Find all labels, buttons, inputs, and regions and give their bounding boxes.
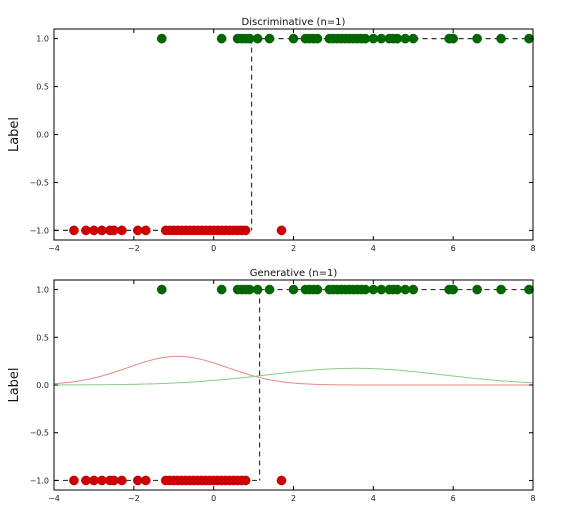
red-point-1 (69, 225, 79, 236)
y-tick-label: −1.0 (30, 226, 49, 235)
x-tick-label: 4 (371, 244, 376, 253)
x-tick-label: 8 (530, 244, 535, 253)
x-tick-label: −2 (128, 244, 140, 253)
density-curve-1 (53, 355, 533, 386)
red-point-7 (117, 225, 127, 236)
green-point-9 (288, 284, 299, 295)
x-tick-label: −2 (128, 494, 140, 503)
x-tick-label: 0 (211, 244, 216, 253)
density-curve-2 (54, 367, 534, 386)
chart-panel-2: Generative (n=1) Label −4 −2 0 2 4 6 8 1.0 0.5 0.0 −… (7, 268, 536, 503)
red-point-9 (140, 225, 151, 236)
green-point-2 (216, 33, 227, 44)
green-point-33 (472, 284, 482, 295)
green-point-13 (312, 33, 323, 44)
green-point-1 (156, 33, 167, 44)
green-point-13 (312, 284, 323, 295)
chart-title: Discriminative (n=1) (242, 17, 346, 28)
green-point-30 (408, 284, 419, 295)
green-point-2 (216, 284, 227, 295)
green-point-1 (156, 284, 167, 295)
green-point-34 (496, 284, 506, 295)
x-tick-label: 6 (451, 494, 456, 503)
y-axis-label: Label (7, 367, 22, 402)
y-tick-label: −0.5 (30, 178, 49, 187)
chart-title: Generative (n=1) (250, 268, 338, 279)
green-point-9 (288, 33, 299, 44)
plot-frame (53, 28, 534, 241)
y-tick-label: 0.5 (36, 83, 49, 92)
x-tick-label: 2 (291, 244, 296, 253)
green-point-32 (448, 284, 459, 295)
red-point-30 (240, 225, 251, 236)
green-point-34 (496, 33, 506, 44)
red-point-30 (240, 475, 251, 486)
y-tick-label: 0.5 (36, 333, 49, 342)
green-point-7 (252, 33, 263, 44)
green-point-33 (472, 33, 482, 44)
x-tick-label: 4 (371, 494, 376, 503)
red-point-9 (140, 475, 151, 486)
green-point-8 (264, 284, 275, 295)
red-point-31 (276, 225, 287, 236)
green-point-7 (252, 284, 263, 295)
y-axis-label: Label (7, 117, 22, 152)
red-point-31 (276, 475, 287, 486)
x-tick-label: 2 (291, 494, 296, 503)
red-point-7 (117, 475, 127, 486)
y-tick-label: 0.0 (36, 131, 49, 140)
x-tick-label: −4 (48, 244, 60, 253)
y-tick-label: 1.0 (36, 286, 49, 295)
x-tick-label: 6 (451, 244, 456, 253)
y-tick-label: −1.0 (30, 476, 49, 485)
x-tick-label: 0 (211, 494, 216, 503)
x-tick-label: 8 (530, 494, 535, 503)
y-tick-label: 0.0 (36, 381, 49, 390)
y-tick-label: 1.0 (36, 35, 49, 44)
x-tick-label: −4 (48, 494, 60, 503)
green-point-30 (408, 33, 419, 44)
y-tick-label: −0.5 (30, 429, 49, 438)
chart-panel-1: Discriminative (n=1) Label −4 −2 0 2 4 6 8 1.0 0.5… (7, 17, 536, 253)
green-point-32 (448, 33, 459, 44)
green-point-8 (264, 33, 275, 44)
red-point-1 (69, 475, 79, 486)
